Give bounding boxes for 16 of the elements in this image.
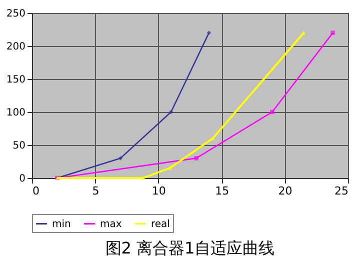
x-tick-label: 25 (334, 184, 348, 198)
x-tick-label: 10 (152, 184, 166, 198)
x-tick-label: 0 (32, 184, 40, 198)
y-tick-label: 150 (6, 74, 26, 86)
legend-label: real (151, 218, 170, 230)
legend-label: min (52, 218, 71, 230)
x-tick-label: 5 (92, 184, 100, 198)
x-tick-label: 15 (215, 184, 230, 198)
text: 图2 离合器1自适应曲线 (105, 238, 275, 258)
y-tick-label: 0 (19, 174, 26, 184)
x-tick-label: 20 (278, 184, 292, 198)
legend-label: max (100, 218, 122, 230)
y-tick-label: 50 (12, 140, 26, 152)
y-tick-label: 250 (6, 8, 26, 20)
y-tick-label: 100 (6, 108, 26, 118)
y-tick-label: 200 (6, 42, 26, 52)
